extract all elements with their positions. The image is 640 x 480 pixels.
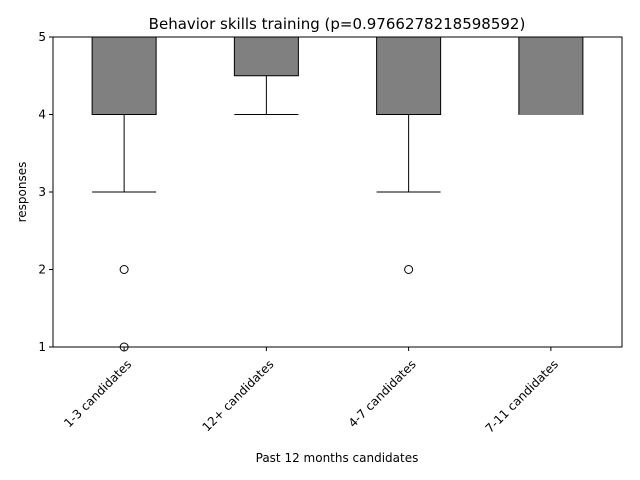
box (376, 36, 442, 115)
outlier-point (119, 265, 129, 274)
box (233, 36, 299, 77)
x-tick-label: 7-11 candidates (483, 357, 561, 435)
plot-frame (52, 36, 623, 348)
plot-area: 1 2 3 4 5 1-3 candidates 12+ candidates 4-7 can… (38, 30, 584, 436)
y-tick-label: 4 (38, 108, 46, 122)
x-tick-label: 1-3 candidates (61, 357, 134, 430)
chart-title: Behavior skills training (p=0.9766278218… (149, 15, 526, 33)
x-axis-label: Past 12 months candidates (256, 451, 419, 465)
outlier-point (404, 265, 414, 274)
box (518, 36, 584, 115)
x-tick-label: 12+ candidates (199, 357, 276, 434)
y-tick-label: 5 (38, 30, 46, 44)
x-tick-label: 4-7 candidates (346, 357, 419, 430)
y-tick-label: 1 (38, 340, 46, 354)
y-tick-label: 3 (38, 185, 46, 199)
y-tick-label: 2 (38, 263, 46, 277)
box (91, 36, 157, 115)
y-axis-label: responses (15, 162, 29, 223)
